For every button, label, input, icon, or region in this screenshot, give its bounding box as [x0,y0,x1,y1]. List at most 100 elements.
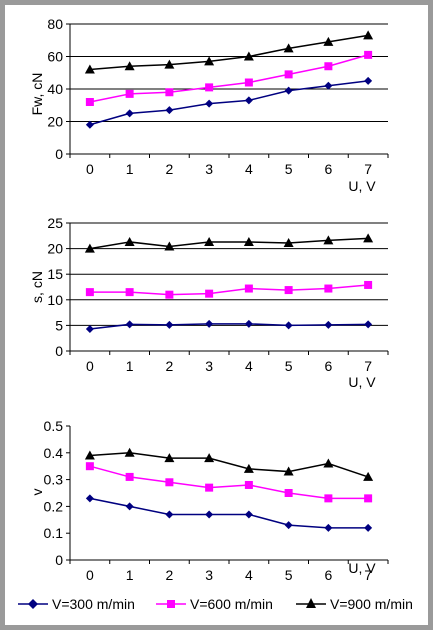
y-tick-label: 20 [47,241,63,257]
data-point [165,320,174,329]
x-tick-label: 2 [165,358,173,374]
legend-item-600: V=600 m/min [156,596,273,612]
data-point [204,453,215,463]
data-point [125,472,134,481]
x-tick-label: 1 [126,161,134,177]
data-point [84,64,95,74]
chart-v: v U, V 0 0.1 0.2 0.3 0.4 0.5 0 1 2 3 4 5 6 7 [29,418,389,583]
data-point [244,78,253,87]
data-point [243,236,254,246]
data-point [85,494,94,503]
x-tick-label: 4 [245,567,253,583]
data-point [85,98,94,106]
legend-item-300: V=300 m/min [18,596,135,612]
data-point [324,320,333,329]
data-point [205,289,214,298]
data-point [364,76,373,85]
data-point [125,288,134,297]
series-line [89,323,369,330]
data-point [165,290,174,299]
x-tick-label: 7 [364,161,372,177]
data-point [84,243,95,253]
data-point [165,106,174,115]
y-tick-label: 0.1 [44,525,64,541]
series-line [89,497,369,529]
data-point [205,510,214,519]
data-point [283,466,294,476]
data-point [125,109,134,118]
x-tick-label: 1 [126,567,134,583]
data-point [323,458,334,468]
y-axis-title: v [29,489,45,496]
legend-label: V=300 m/min [52,596,135,612]
chart-fw: Fw, cN U, V 0 20 40 60 80 0 1 2 3 4 5 6 7 [29,16,389,194]
y-tick-label: 10 [47,292,63,308]
x-axis-title: U, V [348,560,376,576]
data-point [124,61,135,71]
data-point [284,521,293,530]
legend: V=300 m/min V=600 m/min V=900 m/min [18,596,413,612]
data-point [204,56,215,66]
x-axis-title: U, V [348,178,376,194]
legend-label: V=600 m/min [190,596,273,612]
data-point [243,51,254,61]
y-tick-label: 0 [55,146,63,162]
data-point [84,450,95,460]
data-point [244,319,253,328]
x-axis-title: U, V [348,374,376,390]
x-tick-label: 0 [86,358,94,374]
x-tick-label: 1 [126,358,134,374]
data-point [324,81,333,90]
data-point [205,83,214,92]
data-point [164,241,175,251]
data-point [363,30,374,40]
data-point [364,50,373,59]
series-line [89,452,369,478]
series-line [89,465,369,500]
y-tick-label: 5 [55,317,63,333]
data-point [323,235,334,245]
data-point [124,236,135,246]
data-point [85,324,94,333]
data-point [85,462,94,471]
x-tick-label: 6 [324,567,332,583]
y-tick-label: 80 [47,16,63,32]
series-line [89,34,369,71]
data-point [205,483,214,492]
y-tick-label: 0 [55,552,63,568]
x-tick-label: 6 [324,161,332,177]
x-tick-label: 2 [165,161,173,177]
series-line [89,80,369,126]
data-point [364,494,373,503]
data-point [364,280,373,289]
data-point [243,463,254,473]
data-point [205,99,214,108]
y-tick-label: 40 [47,81,63,97]
data-point [324,284,333,293]
y-tick-label: 0.4 [44,445,64,461]
data-point [125,320,134,329]
data-point [125,502,134,511]
data-point [324,523,333,532]
y-tick-label: 0 [55,343,63,359]
y-axis-title: Fw, cN [29,73,45,116]
data-point [244,480,253,489]
legend-label: V=900 m/min [330,596,413,612]
data-point [364,320,373,329]
y-tick-label: 25 [47,215,63,231]
data-point [85,120,94,129]
data-point [165,88,174,97]
series-line [89,284,369,296]
x-tick-label: 5 [285,358,293,374]
data-point [165,478,174,487]
data-point [363,233,374,243]
legend-item-900: V=900 m/min [296,596,413,612]
data-point [244,96,253,105]
x-tick-label: 2 [165,567,173,583]
x-tick-label: 0 [86,567,94,583]
data-point [164,453,175,463]
data-point [284,286,293,295]
data-point [323,36,334,46]
